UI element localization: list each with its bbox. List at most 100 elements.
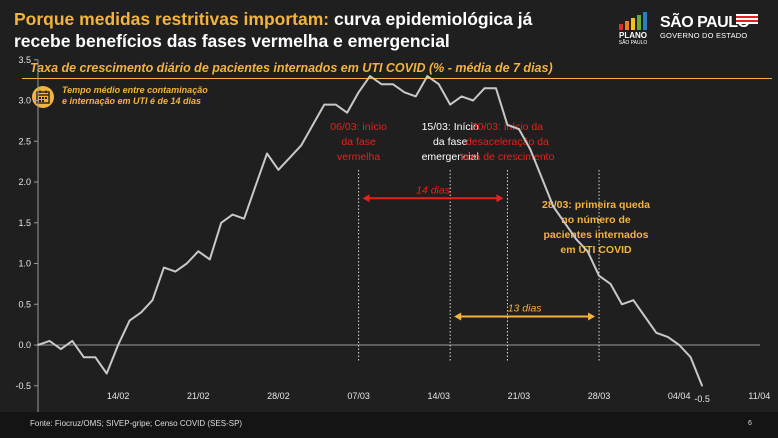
data-point <box>174 270 177 273</box>
arrow-head-right <box>496 194 504 203</box>
x-tick-label: 28/03 <box>588 391 611 401</box>
data-point <box>163 266 165 269</box>
phase-marker-label: emergencial <box>422 151 479 163</box>
data-point <box>438 83 440 85</box>
y-tick-label: 2.0 <box>18 177 31 187</box>
data-point <box>71 340 74 342</box>
data-point <box>289 156 291 159</box>
data-point <box>105 372 108 375</box>
chart-subtitle: Taxa de crescimento diário de pacientes … <box>30 61 553 75</box>
phase-marker-label: 06/03: início <box>330 121 387 133</box>
data-point <box>506 124 509 126</box>
data-point <box>689 356 692 359</box>
plano-bar <box>631 18 635 30</box>
duration-arrow-label: 13 dias <box>508 302 543 314</box>
data-point <box>128 319 131 322</box>
data-point <box>621 303 623 306</box>
plano-bar <box>619 24 623 30</box>
x-tick-label: 21/02 <box>187 391 210 401</box>
phase-marker-label: no número de <box>561 214 631 226</box>
phase-marker-label: desaceleração da <box>466 136 549 148</box>
data-point <box>667 336 669 338</box>
data-point <box>357 91 360 94</box>
note-line-2: e internação em UTI é de 14 dias <box>62 96 202 106</box>
plano-bar <box>637 15 641 30</box>
data-point <box>220 222 222 224</box>
data-point <box>472 99 474 102</box>
y-tick-label: 3.5 <box>18 55 31 65</box>
footer: Fonte: Fiocruz/OMS; SIVEP-gripe; Censo C… <box>0 412 778 438</box>
data-point <box>426 75 429 77</box>
title-rest: curva epidemiológica já <box>329 9 533 29</box>
data-point <box>209 258 211 261</box>
data-point <box>380 83 383 85</box>
data-point <box>563 222 566 224</box>
y-tick-label: -0.5 <box>15 381 31 391</box>
data-point <box>609 283 612 285</box>
x-tick-label: 21/03 <box>508 391 531 401</box>
data-point <box>392 83 394 85</box>
data-point <box>94 356 97 359</box>
incubation-note: Tempo médio entre contaminação e interna… <box>62 85 208 107</box>
data-point <box>334 103 337 106</box>
data-point <box>83 356 85 359</box>
data-point <box>117 344 119 346</box>
arrow-head-left <box>454 312 462 321</box>
arrow-head-left <box>362 194 370 203</box>
title-line-2: recebe benefícios das fases vermelha e e… <box>14 31 450 51</box>
x-tick-label: 28/02 <box>267 391 290 401</box>
data-point <box>483 87 486 90</box>
sp-flag-icon <box>736 14 758 24</box>
data-point <box>529 148 532 151</box>
plano-bar <box>643 12 647 30</box>
data-point <box>575 238 577 240</box>
y-tick-label: 0.0 <box>18 340 31 350</box>
plano-bar <box>625 21 629 30</box>
sp-sub: GOVERNO DO ESTADO <box>660 31 748 40</box>
phase-marker-label: vermelha <box>337 151 380 163</box>
end-value-label: -0.5 <box>694 394 710 404</box>
data-point <box>655 332 658 334</box>
data-point <box>678 344 680 346</box>
page-title: Porque medidas restritivas importam: cur… <box>14 8 614 52</box>
phase-marker-label: taxa de crescimento <box>460 151 554 163</box>
title-highlight: Porque medidas restritivas importam: <box>14 9 330 29</box>
plano-bars-icon <box>614 12 652 30</box>
data-point <box>541 177 543 179</box>
note-line-1: Tempo médio entre contaminação <box>62 85 208 95</box>
x-tick-label: 14/02 <box>107 391 130 401</box>
data-point <box>598 274 600 277</box>
phase-marker-label: em UTI COVID <box>560 244 632 256</box>
y-tick-label: 2.5 <box>18 136 31 146</box>
data-point <box>243 217 245 220</box>
data-point <box>37 344 39 346</box>
data-point <box>449 103 452 106</box>
data-point <box>346 111 348 114</box>
data-point <box>369 75 371 77</box>
x-tick-label: 07/03 <box>347 391 370 401</box>
plano-label: PLANO <box>619 31 647 40</box>
data-point <box>140 311 142 314</box>
x-tick-label: 11/04 <box>748 391 770 401</box>
data-point <box>701 385 703 387</box>
phase-marker-label: 20/03: início da <box>472 121 543 133</box>
data-point <box>586 250 589 253</box>
data-point <box>300 144 303 147</box>
data-point <box>60 348 62 350</box>
phase-marker-label: 28/03: primeira queda <box>542 199 650 211</box>
governo-sp-logo: SÃO PAULO GOVERNO DO ESTADO <box>660 14 772 44</box>
page-number: 6 <box>748 420 752 427</box>
phase-marker-label: da fase <box>433 136 468 148</box>
y-tick-label: 3.0 <box>18 96 31 106</box>
duration-arrow-label: 14 dias <box>416 184 451 196</box>
phase-marker-label: pacientes internados <box>543 229 648 241</box>
data-point <box>151 299 154 302</box>
data-point <box>197 250 200 253</box>
data-point <box>48 340 51 342</box>
data-point <box>186 262 188 265</box>
growth-rate-chart: 3.53.02.52.01.51.00.50.0-0.5-1.014/0221/… <box>15 55 770 412</box>
y-tick-label: 1.0 <box>18 259 31 269</box>
data-point <box>312 124 314 126</box>
data-point <box>552 205 555 208</box>
source-note: Fonte: Fiocruz/OMS; SIVEP-gripe; Censo C… <box>30 419 243 428</box>
